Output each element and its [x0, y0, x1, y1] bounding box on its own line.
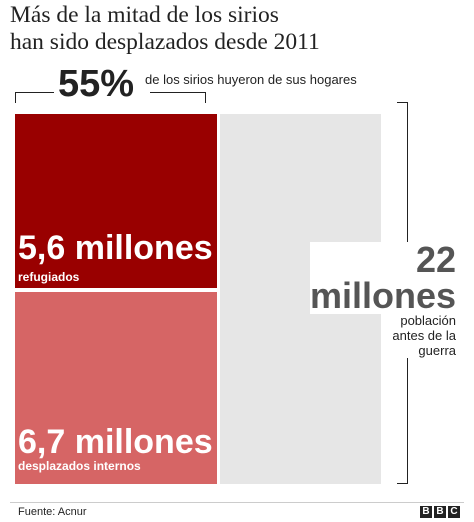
chart-title: Más de la mitad de los sirios han sido d…	[10, 2, 320, 56]
percentage-bracket-left	[15, 92, 54, 103]
total-note-line-2: antes de la	[392, 328, 456, 343]
internal-displaced-bar	[15, 292, 217, 484]
total-note: población antes de la guerra	[392, 313, 456, 358]
total-unit: millones	[309, 275, 456, 316]
total-note-line-3: guerra	[418, 343, 456, 358]
percentage-note: de los sirios huyeron de sus hogares	[145, 72, 357, 87]
percentage-bracket-right	[150, 92, 206, 103]
logo-block: B	[420, 506, 432, 518]
logo-block: B	[434, 506, 446, 518]
logo-block: C	[448, 506, 460, 518]
internal-value-label: 6,7 millones	[18, 423, 213, 461]
bbc-logo: B B C	[420, 506, 460, 518]
internal-label: desplazados internos	[18, 459, 141, 473]
footer-divider	[10, 502, 464, 503]
refugees-bar	[15, 114, 217, 288]
total-value: 22 millones	[309, 239, 456, 316]
refugees-label: refugiados	[18, 270, 80, 284]
percentage-value: 55%	[58, 63, 135, 105]
title-line-1: Más de la mitad de los sirios	[10, 2, 279, 28]
refugees-value-label: 5,6 millones	[18, 229, 213, 267]
title-line-2: han sido desplazados desde 2011	[10, 29, 320, 55]
total-note-line-1: población	[400, 313, 456, 328]
total-number: 22	[415, 239, 456, 280]
source-note: Fuente: Acnur	[18, 506, 87, 518]
